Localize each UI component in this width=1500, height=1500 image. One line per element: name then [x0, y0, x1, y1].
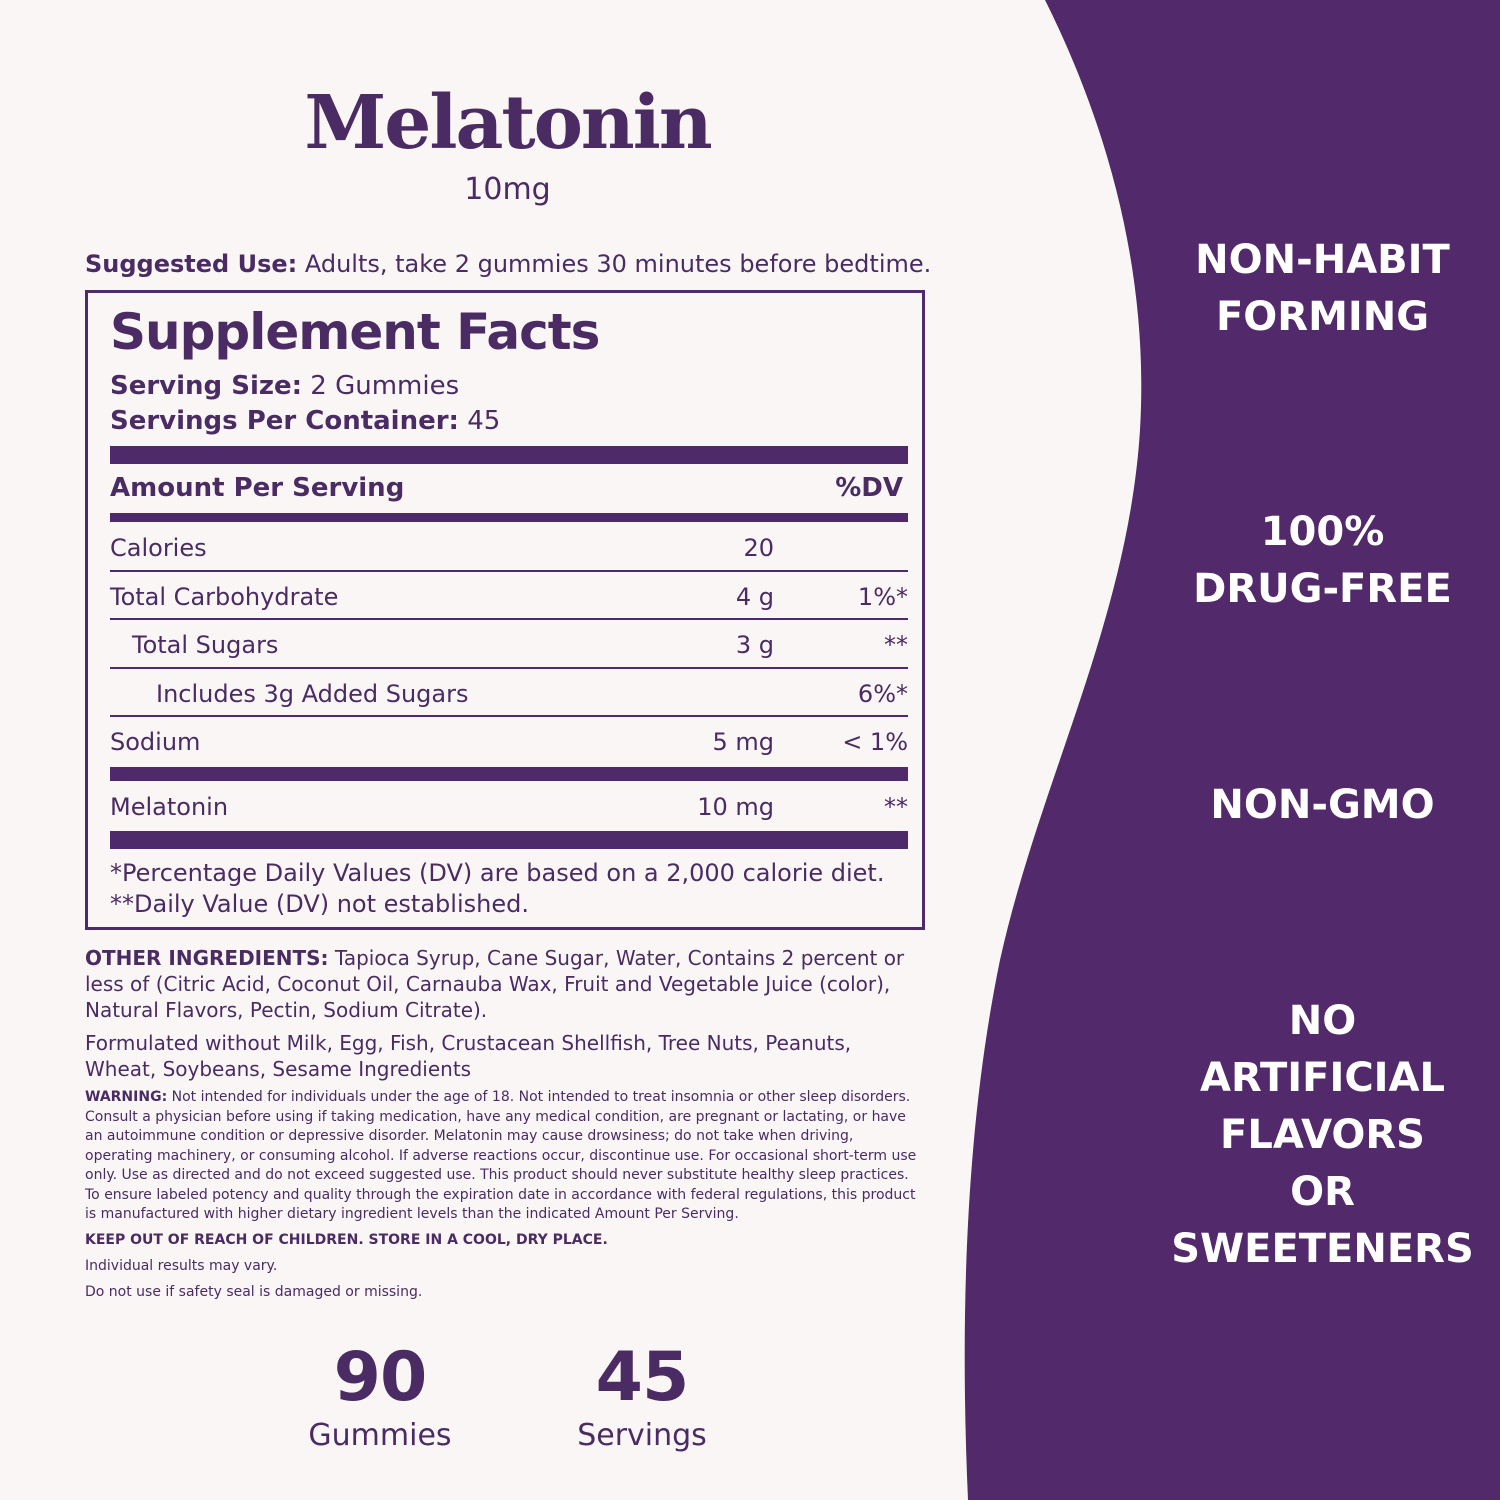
- product-dose: 10mg: [464, 172, 551, 207]
- claim-line: NO: [1288, 998, 1357, 1044]
- facts-row-total-carbohydrate: Total Carbohydrate 4 g 1%*: [110, 577, 908, 617]
- warning-label: WARNING:: [85, 1089, 168, 1105]
- medium-divider: [110, 513, 908, 522]
- supplement-facts-panel: Supplement Facts Serving Size: 2 Gummies…: [85, 290, 925, 930]
- row-divider: [110, 715, 908, 717]
- thick-divider: [110, 767, 908, 781]
- row-name: Calories: [110, 534, 207, 562]
- amount-per-serving-header: Amount Per Serving: [110, 473, 405, 503]
- row-name: Includes 3g Added Sugars: [156, 680, 469, 708]
- other-ingredients-label: OTHER INGREDIENTS:: [85, 946, 329, 970]
- count-number: 90: [333, 1338, 428, 1417]
- row-amount: 4 g: [735, 583, 774, 611]
- serving-size: Serving Size: 2 Gummies: [110, 371, 459, 401]
- facts-row-total-sugars: Total Sugars 3 g **: [110, 625, 908, 665]
- dv-header: %DV: [835, 473, 903, 503]
- row-name: Sodium: [110, 728, 201, 756]
- formulated-without: Formulated without Milk, Egg, Fish, Crus…: [85, 1031, 852, 1081]
- claim-non-gmo: NON-GMO: [1150, 777, 1495, 834]
- keep-out-of-reach: KEEP OUT OF REACH OF CHILDREN. STORE IN …: [85, 1232, 608, 1248]
- gummies-count: 90 Gummies: [270, 1340, 490, 1456]
- claim-non-habit-forming: NON-HABIT FORMING: [1150, 232, 1495, 346]
- row-dv: 1%*: [857, 583, 908, 611]
- facts-row-melatonin: Melatonin 10 mg **: [110, 787, 908, 827]
- serving-size-label: Serving Size:: [110, 371, 303, 401]
- serving-size-value: 2 Gummies: [302, 371, 460, 401]
- row-amount: 5 mg: [712, 728, 774, 756]
- count-label: Servings: [577, 1418, 707, 1453]
- other-ingredients: OTHER INGREDIENTS: Tapioca Syrup, Cane S…: [85, 945, 925, 1023]
- count-label: Gummies: [308, 1418, 452, 1453]
- servings-per-container-label: Servings Per Container:: [110, 406, 459, 436]
- row-divider: [110, 667, 908, 669]
- claim-line: NON-GMO: [1210, 782, 1435, 828]
- claim-drug-free: 100% DRUG-FREE: [1150, 504, 1495, 618]
- servings-count: 45 Servings: [532, 1340, 752, 1456]
- claim-line: DRUG-FREE: [1193, 566, 1452, 612]
- warning-body: Not intended for individuals under the a…: [85, 1089, 917, 1222]
- row-dv: < 1%: [842, 728, 908, 756]
- claim-line: FORMING: [1215, 294, 1430, 340]
- servings-per-container-value: 45: [458, 406, 501, 436]
- claim-line: NON-HABIT: [1195, 237, 1450, 283]
- claim-line: SWEETENERS: [1171, 1226, 1474, 1272]
- claim-line: FLAVORS: [1220, 1112, 1425, 1158]
- supplement-facts-title: Supplement Facts: [110, 303, 600, 361]
- row-name: Melatonin: [110, 793, 229, 821]
- footnote-dv-not-established: **Daily Value (DV) not established.: [110, 890, 529, 918]
- claim-line: 100%: [1260, 509, 1385, 555]
- facts-row-calories: Calories 20: [110, 528, 908, 568]
- other-ingredients-text: Tapioca Syrup, Cane Sugar, Water, Contai…: [85, 946, 905, 1022]
- row-dv: 6%*: [857, 680, 908, 708]
- safety-seal-notice: Do not use if safety seal is damaged or …: [85, 1284, 423, 1300]
- row-name: Total Sugars: [132, 631, 279, 659]
- thick-divider: [110, 446, 908, 464]
- row-dv: **: [884, 793, 908, 821]
- suggested-use: Suggested Use: Adults, take 2 gummies 30…: [85, 250, 931, 278]
- row-amount: 3 g: [735, 631, 774, 659]
- claim-line: OR: [1290, 1169, 1355, 1215]
- row-divider: [110, 570, 908, 572]
- servings-per-container: Servings Per Container: 45: [110, 406, 500, 436]
- warning-text: WARNING: Not intended for individuals un…: [85, 1088, 925, 1225]
- footnote-dv-basis: *Percentage Daily Values (DV) are based …: [110, 859, 885, 887]
- count-number: 45: [595, 1338, 690, 1417]
- row-name: Total Carbohydrate: [110, 583, 339, 611]
- claim-line: ARTIFICIAL: [1199, 1055, 1446, 1101]
- row-dv: **: [884, 631, 908, 659]
- row-amount: 10 mg: [697, 793, 774, 821]
- suggested-use-label: Suggested Use:: [85, 250, 298, 278]
- product-title: Melatonin: [304, 80, 712, 166]
- facts-row-added-sugars: Includes 3g Added Sugars 6%*: [110, 674, 908, 714]
- row-amount: 20: [743, 534, 774, 562]
- individual-results: Individual results may vary.: [85, 1258, 278, 1274]
- thick-divider: [110, 831, 908, 849]
- claim-no-artificial: NO ARTIFICIAL FLAVORS OR SWEETENERS: [1150, 993, 1495, 1278]
- facts-row-sodium: Sodium 5 mg < 1%: [110, 722, 908, 762]
- row-divider: [110, 618, 908, 620]
- suggested-use-text: Adults, take 2 gummies 30 minutes before…: [297, 250, 932, 278]
